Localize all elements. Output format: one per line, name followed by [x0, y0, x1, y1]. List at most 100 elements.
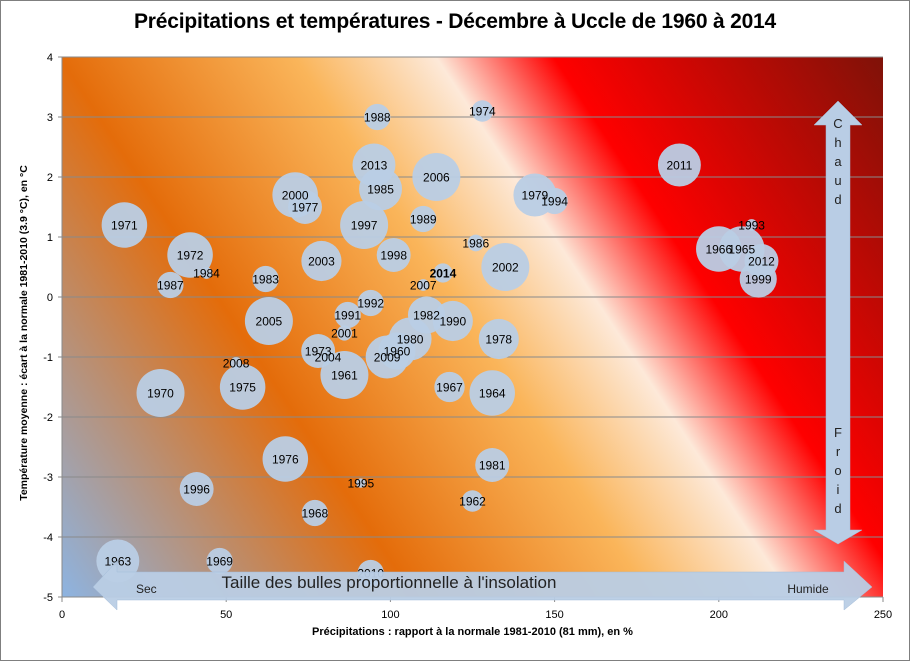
x-tick-label: 0 [59, 609, 65, 621]
bubble-1964 [469, 370, 515, 416]
x-tick-label: 150 [545, 609, 563, 621]
bubble-label-1963: 1963 [104, 555, 131, 569]
bubble-label-1966: 1966 [705, 243, 732, 257]
bubble-1971 [101, 202, 148, 248]
bubble-label-1976: 1976 [272, 453, 299, 467]
bubble-label-1977: 1977 [292, 201, 319, 215]
vertical-arrow-shape [813, 100, 863, 545]
bubble-label-2001: 2001 [331, 327, 358, 341]
bubble-1976 [262, 436, 309, 482]
bubble-label-1968: 1968 [302, 507, 329, 521]
bubble-2003 [301, 240, 342, 282]
bubble-2001 [336, 325, 353, 341]
arrow-letter: a [834, 154, 842, 169]
bubble-label-1975: 1975 [229, 381, 256, 395]
bubble-2005 [244, 297, 293, 345]
bubble-1995 [356, 478, 366, 488]
y-tick-label: -5 [43, 592, 53, 604]
bubble-1974 [471, 100, 494, 122]
bubble-1972 [167, 232, 213, 278]
bubble-1991 [334, 301, 361, 329]
bubble-label-2014: 2014 [430, 267, 457, 281]
bubble-label-1987: 1987 [157, 279, 184, 293]
bubble-1998 [376, 238, 411, 272]
plot-area [62, 57, 883, 597]
bubble-1981 [475, 448, 510, 482]
arrow-letter: d [834, 192, 841, 207]
bubble-label-1999: 1999 [745, 273, 772, 287]
arrow-letter: u [834, 173, 841, 188]
bubble-2014 [433, 263, 453, 283]
y-tick-label: -3 [43, 472, 53, 484]
x-axis-title: Précipitations : rapport à la normale 19… [312, 626, 633, 638]
bubble-label-1984: 1984 [193, 267, 220, 281]
horizontal-arrow: Taille des bulles proportionnelle à l'in… [92, 560, 873, 611]
bubble-2008 [230, 357, 242, 369]
bubble-2011 [657, 143, 701, 187]
y-axis-title: Température moyenne : écart à la normale… [18, 165, 30, 501]
horizontal-arrow-shape [92, 560, 873, 611]
arrow-letter: d [834, 501, 841, 516]
bubble-label-2005: 2005 [256, 315, 283, 329]
bubble-label-1960: 1960 [384, 345, 411, 359]
y-tick-label: -1 [43, 352, 53, 364]
bubble-1997 [340, 201, 389, 249]
bubble-label-2008: 2008 [223, 357, 250, 371]
bubble-label-1962: 1962 [459, 495, 486, 509]
x-tick-label: 50 [220, 609, 232, 621]
bubble-label-1996: 1996 [183, 483, 210, 497]
bubble-2012 [744, 244, 779, 278]
bubble-1987 [157, 271, 184, 299]
bubble-2000 [272, 172, 318, 218]
bubble-label-1978: 1978 [485, 333, 512, 347]
y-tick-label: 4 [47, 52, 53, 64]
bubble-label-1991: 1991 [334, 309, 361, 323]
bubble-1988 [364, 103, 391, 131]
bubble-label-1970: 1970 [147, 387, 174, 401]
y-tick-label: -2 [43, 412, 53, 424]
bubble-label-2007: 2007 [410, 279, 437, 293]
bubble-label-1988: 1988 [364, 111, 391, 125]
bubble-label-1995: 1995 [347, 477, 374, 491]
y-tick-label: 1 [47, 232, 53, 244]
x-tick-label: 100 [381, 609, 399, 621]
bubble-label-1981: 1981 [479, 459, 506, 473]
bubble-label-1986: 1986 [462, 237, 489, 251]
bubble-label-2006: 2006 [423, 171, 450, 185]
bubble-1992 [357, 289, 384, 317]
bubble-label-1974: 1974 [469, 105, 496, 119]
bubble-1961 [320, 351, 369, 399]
bubble-1990 [432, 300, 473, 342]
bubble-label-2002: 2002 [492, 261, 519, 275]
bubble-1983 [252, 265, 279, 293]
bubble-1986 [467, 234, 485, 252]
x-tick-label: 200 [710, 609, 728, 621]
y-tick-label: 3 [47, 112, 53, 124]
horizontal-arrow-left-label: Sec [136, 582, 157, 596]
bubble-label-1965: 1965 [728, 243, 755, 257]
bubble-1969 [206, 547, 233, 575]
bubble-1978 [478, 318, 519, 360]
bubble-1975 [219, 364, 266, 410]
horizontal-arrow-right-label: Humide [787, 582, 829, 596]
bubble-label-1971: 1971 [111, 219, 138, 233]
arrow-letter: o [834, 463, 841, 478]
bubble-1996 [179, 472, 214, 506]
bubble-1966 [696, 226, 742, 272]
bubble-2013 [352, 143, 396, 187]
bubble-label-1985: 1985 [367, 183, 394, 197]
bubble-label-1961: 1961 [331, 369, 358, 383]
arrow-letter: h [834, 135, 841, 150]
bubble-label-1992: 1992 [357, 297, 384, 311]
chart-title: Précipitations et températures - Décembr… [133, 10, 777, 33]
bubble-2007 [417, 279, 430, 291]
bubble-1968 [301, 499, 329, 527]
bubble-2002 [481, 243, 530, 291]
horizontal-arrow-label: Taille des bulles proportionnelle à l'in… [222, 573, 557, 592]
bubble-label-2013: 2013 [361, 159, 388, 173]
bubble-label-1979: 1979 [522, 189, 549, 203]
bubble-2009 [365, 335, 409, 379]
